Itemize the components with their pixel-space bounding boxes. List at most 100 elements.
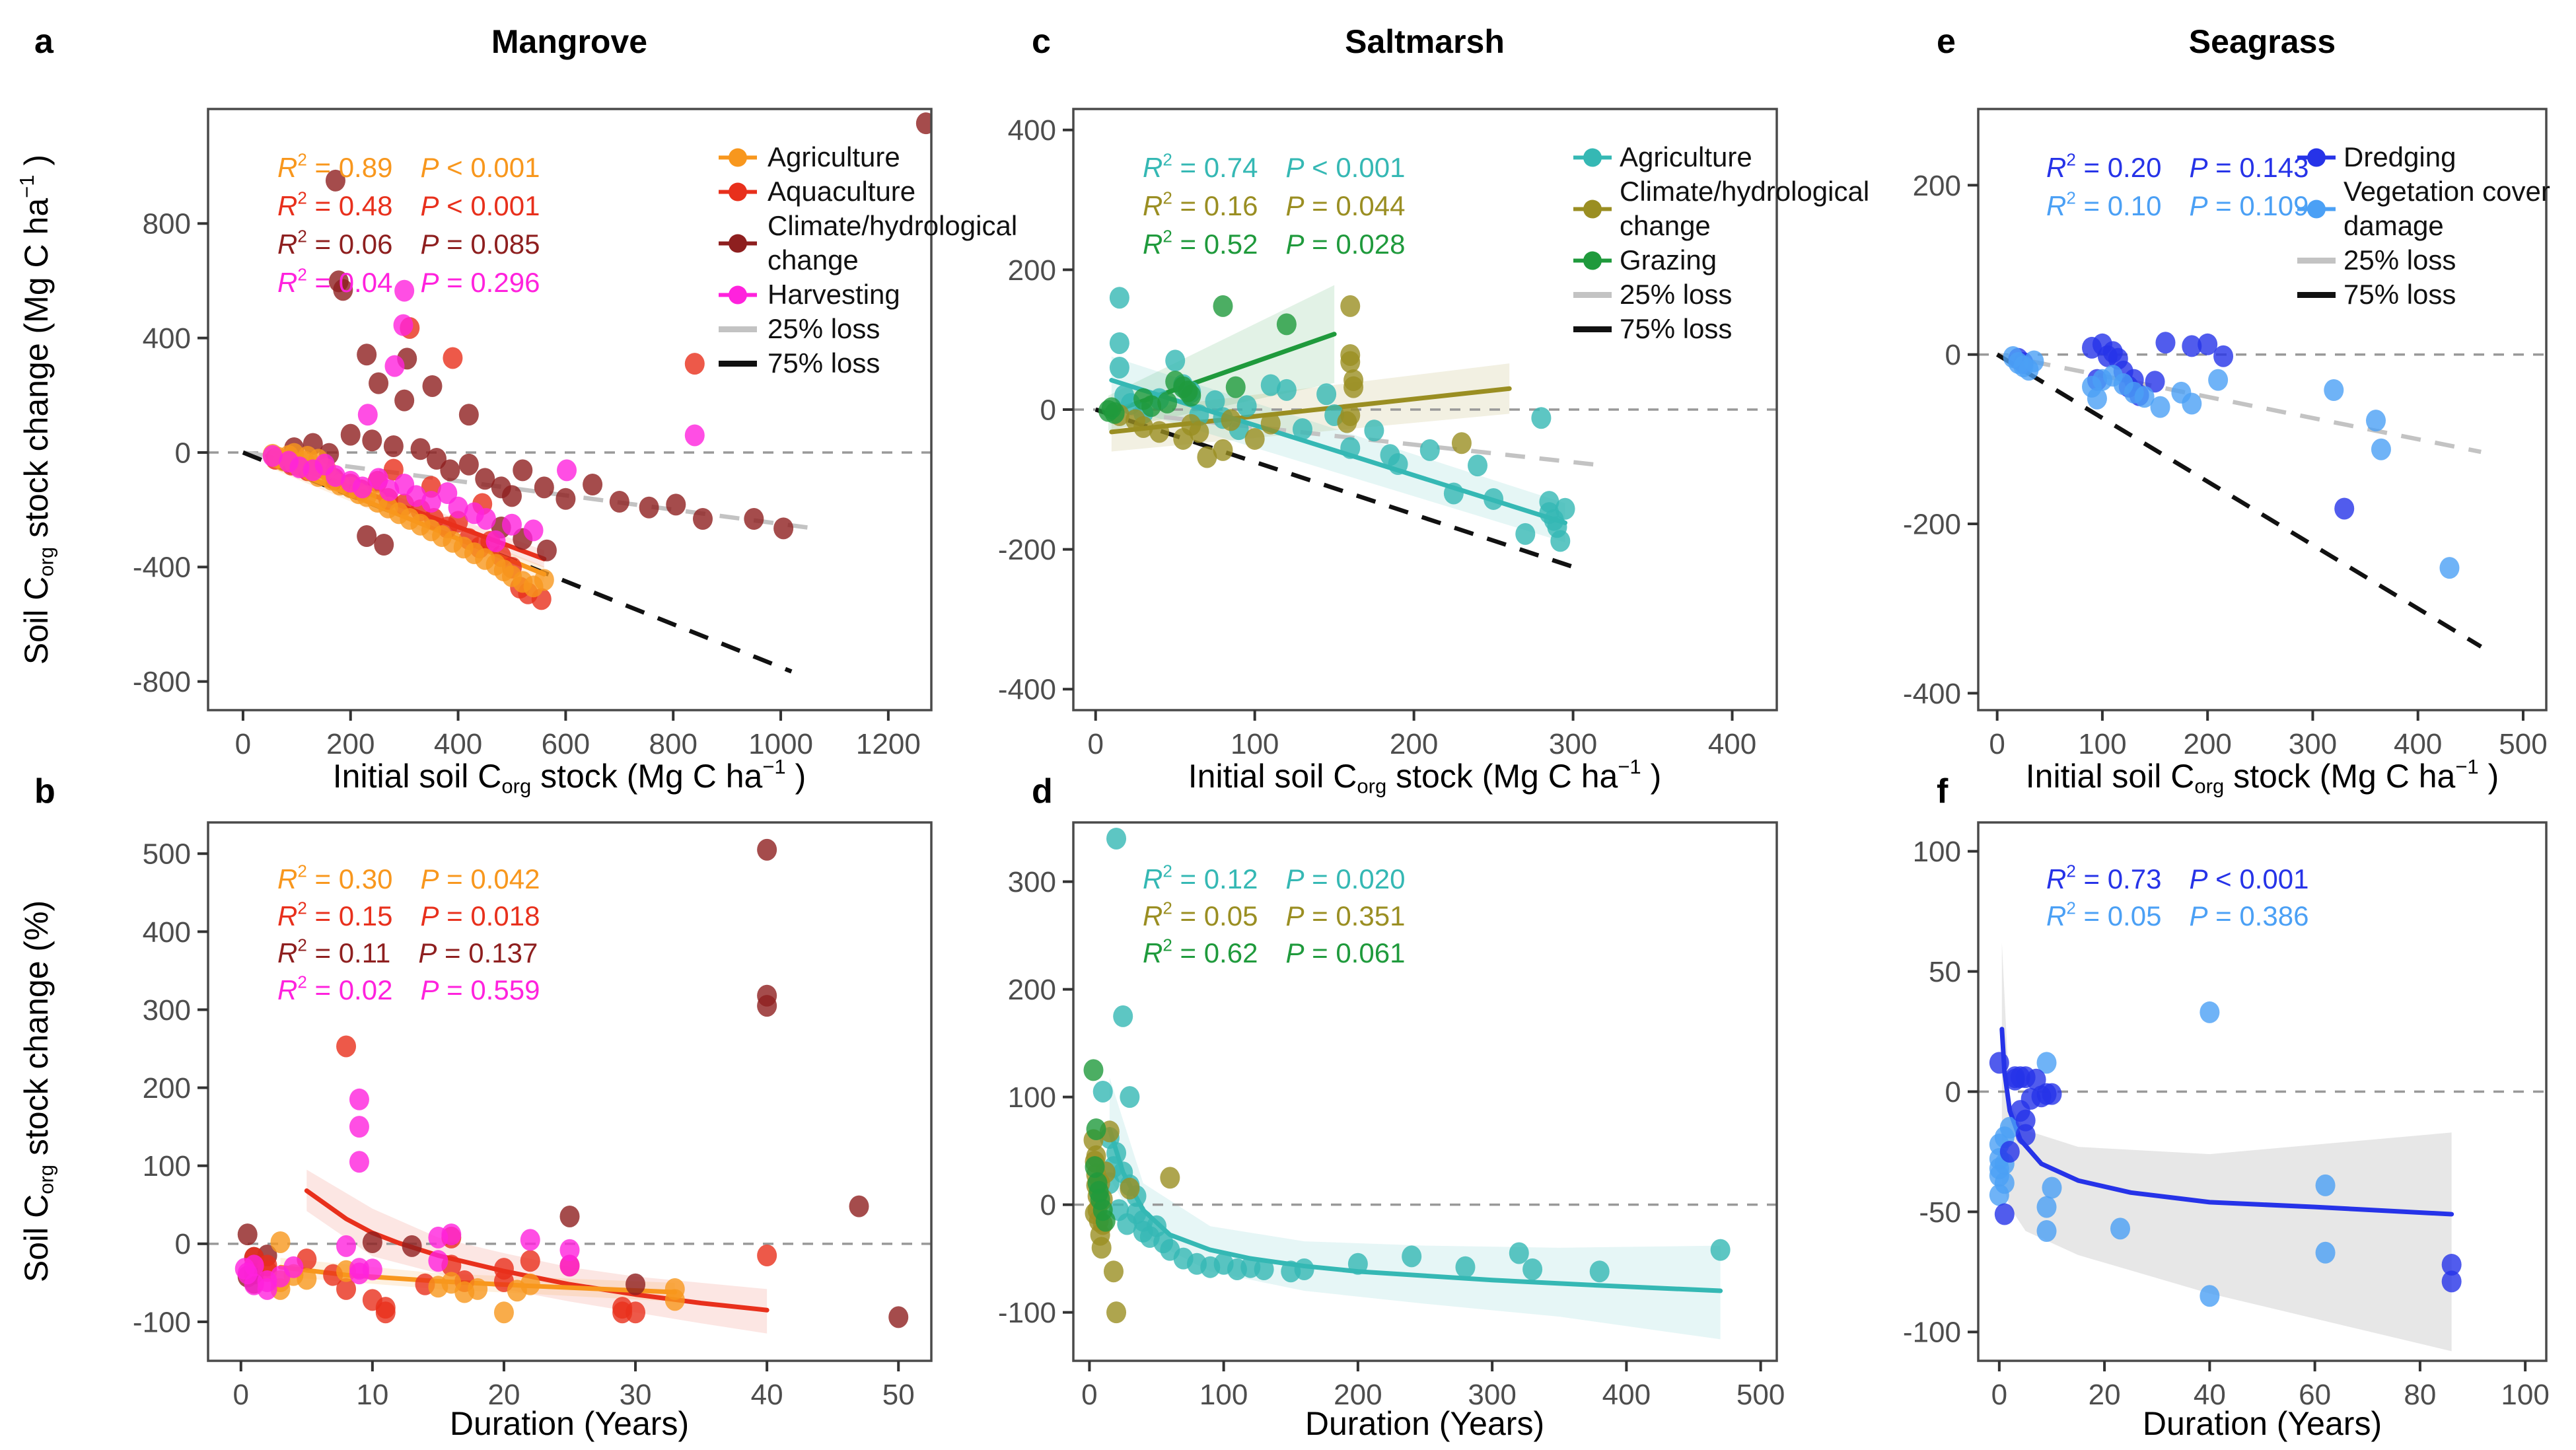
series-harvesting	[262, 279, 705, 552]
series-vegetation-cover-damage	[2003, 346, 2460, 579]
data-point	[458, 453, 479, 476]
data-point	[476, 508, 496, 530]
data-point	[493, 1301, 514, 1324]
data-point	[2087, 387, 2107, 410]
series-grazing	[1098, 295, 1297, 424]
data-point	[520, 1229, 540, 1251]
x-tick-label: 200	[1390, 728, 1438, 760]
y-tick-label: -400	[1903, 678, 1961, 710]
data-point	[1388, 453, 1408, 476]
data-point	[427, 448, 447, 470]
plot-area-c	[1073, 285, 1777, 569]
x-tick-label: 200	[2183, 728, 2231, 760]
x-tick-label: 300	[1549, 728, 1597, 760]
data-point	[2036, 1196, 2057, 1218]
data-point	[394, 279, 415, 302]
data-point	[1589, 1260, 1610, 1283]
panel-c: 0 100 200 300 400 400 200 0 -200 -400 c Saltmarsh In…	[998, 22, 1869, 798]
data-point	[244, 1254, 264, 1277]
panel-letter-a: a	[34, 22, 54, 61]
data-point	[428, 1250, 448, 1272]
data-point	[374, 534, 394, 556]
x-tick-label: 500	[2499, 728, 2547, 760]
data-point	[2042, 1177, 2062, 1199]
data-point	[1999, 1140, 2020, 1163]
x-axis-title: Initial soil Corg stock (Mg C ha−1 )	[333, 755, 806, 798]
legend-label: 25% loss	[1620, 279, 1732, 310]
data-point	[375, 1301, 396, 1324]
data-point	[684, 353, 705, 375]
data-point	[757, 838, 777, 861]
stats-line: R2 = 0.05 P = 0.351	[1143, 898, 1405, 931]
data-point	[1443, 482, 1464, 505]
data-point	[2441, 1253, 2462, 1276]
data-point	[2371, 438, 2391, 460]
y-tick-label: 200	[1913, 170, 1961, 202]
plot-area-e	[1978, 332, 2546, 649]
x-tick-label: 50	[882, 1379, 915, 1411]
legend-glyph-point	[2307, 148, 2326, 167]
data-point	[468, 1278, 488, 1300]
x-tick-label: 500	[1736, 1379, 1785, 1411]
data-point	[443, 347, 463, 369]
data-point	[639, 496, 659, 519]
data-point	[410, 438, 431, 460]
data-point	[666, 493, 686, 516]
legend-label: Climate/hydrological	[768, 210, 1017, 241]
y-tick-label: 200	[143, 1072, 191, 1105]
stats-line: R2 = 0.52 P = 0.028	[1143, 226, 1405, 260]
x-tick-label: 200	[1334, 1379, 1382, 1411]
x-tick-label: 0	[1989, 728, 2005, 760]
legend-glyph-point	[729, 148, 747, 167]
x-tick-label: 0	[233, 1379, 249, 1411]
x-tick-label: 800	[649, 728, 698, 760]
data-point	[2036, 1220, 2057, 1243]
confidence-ribbon	[1111, 363, 1510, 452]
data-point	[559, 1239, 580, 1261]
data-point	[1989, 1052, 2009, 1074]
series-dredging	[1989, 1052, 2462, 1293]
data-point	[1994, 1203, 2015, 1225]
data-point	[422, 375, 443, 397]
x-tick-label: 300	[2289, 728, 2337, 760]
panel-b: 0 10 20 30 40 50 500 400 300 200 100 0 -100 b Duration…	[18, 772, 933, 1442]
data-point	[1509, 1242, 1529, 1264]
series-dredging	[2008, 332, 2355, 520]
y-tick-label: 200	[1008, 974, 1056, 1006]
data-point	[523, 519, 544, 542]
data-point	[257, 1278, 277, 1300]
data-point	[1109, 332, 1129, 354]
data-point	[1316, 383, 1337, 406]
data-point	[2366, 410, 2386, 432]
data-point	[1550, 530, 1571, 552]
y-tick-label: -800	[133, 666, 191, 698]
data-point	[1103, 1260, 1124, 1283]
legend-label: Grazing	[1620, 244, 1717, 275]
panel-border	[207, 108, 933, 711]
data-point	[559, 1205, 580, 1227]
data-point	[2315, 1174, 2336, 1196]
stats-line: R2 = 0.16 P = 0.044	[1143, 188, 1405, 221]
data-point	[2150, 396, 2170, 418]
y-tick-label: 0	[1040, 394, 1056, 426]
data-point	[626, 1301, 646, 1324]
x-tick-label: 0	[1991, 1379, 2007, 1411]
x-tick-label: 300	[1468, 1379, 1516, 1411]
stats-line: R2 = 0.12 P = 0.020	[1143, 861, 1405, 894]
legend-glyph-point	[729, 234, 747, 253]
data-point	[458, 404, 479, 426]
data-point	[1515, 523, 1536, 545]
data-point	[475, 468, 495, 490]
data-point	[352, 476, 373, 499]
series-vegetation-cover-damage	[1989, 1001, 2336, 1307]
data-point	[333, 279, 353, 301]
y-tick-label: 200	[1008, 254, 1056, 287]
data-point	[1109, 357, 1129, 379]
data-point	[383, 458, 404, 481]
data-point	[1294, 1258, 1314, 1280]
data-point	[1468, 454, 1488, 477]
y-tick-label: 300	[143, 994, 191, 1027]
data-point	[437, 482, 458, 505]
x-tick-label: 400	[434, 728, 482, 760]
